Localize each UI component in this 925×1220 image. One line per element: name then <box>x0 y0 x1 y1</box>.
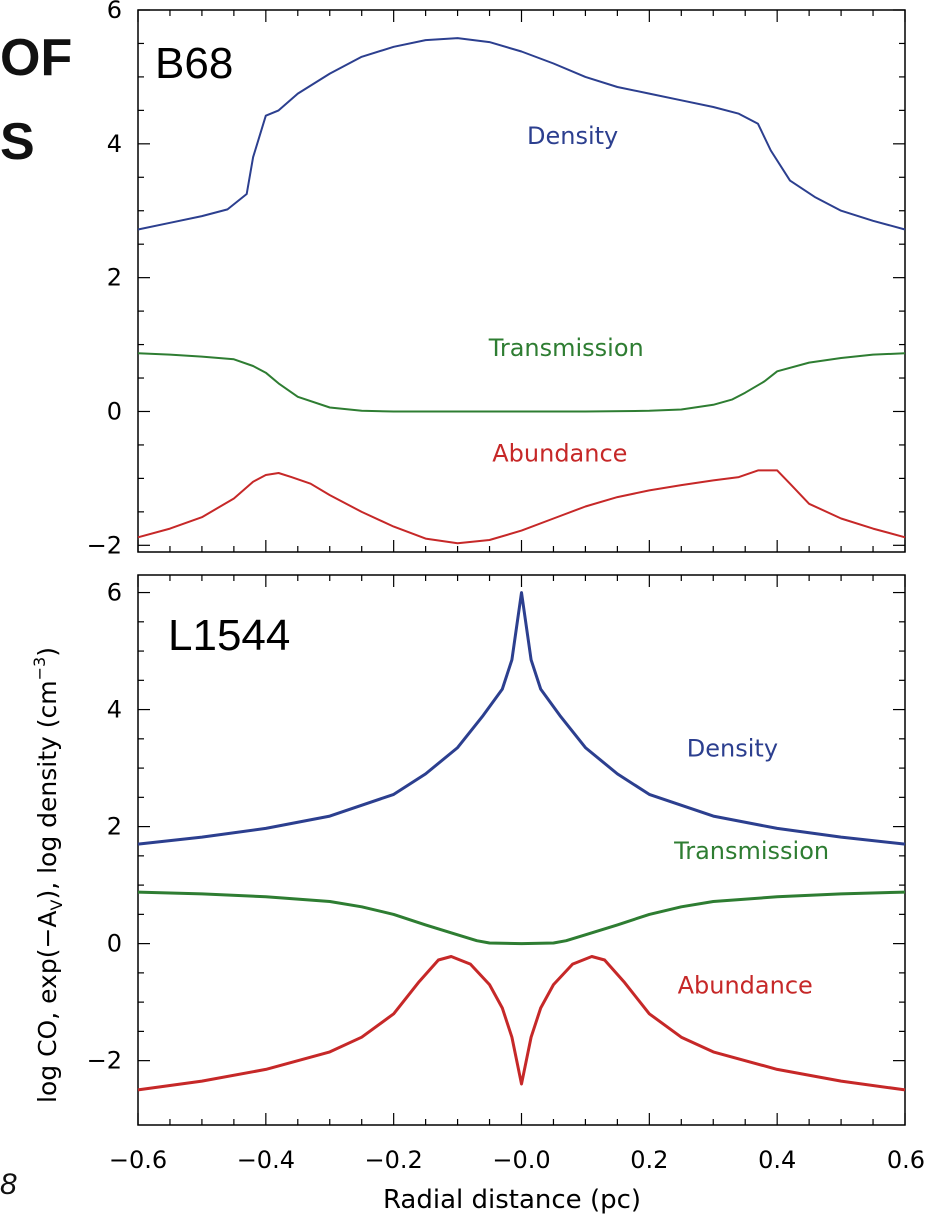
x-tick-label: −0.4 <box>237 1146 295 1174</box>
y-tick-label: 6 <box>107 0 122 24</box>
annotation-transmission: Transmission <box>673 837 829 865</box>
series-abundance-line <box>137 469 906 545</box>
x-tick-label: 0.2 <box>630 1146 668 1174</box>
x-tick-label: −0.2 <box>365 1146 423 1174</box>
x-tick-label: 0.6 <box>887 1146 925 1174</box>
x-tick-label: 0.4 <box>758 1146 796 1174</box>
annotation-transmission: Transmission <box>488 334 644 362</box>
annotation-abundance: Abundance <box>492 440 627 468</box>
panel-label: L1544 <box>168 611 290 660</box>
series-density-line <box>137 37 906 231</box>
y-tick-label: −2 <box>87 1047 122 1075</box>
annotation-abundance: Abundance <box>678 971 813 999</box>
series-density-line <box>137 591 906 846</box>
y-tick-label: 0 <box>107 930 122 958</box>
plot-frame <box>137 9 906 553</box>
y-tick-label: −2 <box>87 531 122 559</box>
x-tick-label: −0.0 <box>492 1146 550 1174</box>
b68-panel: 6 4 2 0 −2 Density Transmission Abundance B68 <box>87 0 906 559</box>
cropped-title-line2: S <box>0 113 35 171</box>
y-tick-label: 6 <box>107 579 122 607</box>
l1544-panel: 6 4 2 0 −2 Density Transmission Abundance L1544 <box>87 574 906 1126</box>
y-tick-label: 2 <box>107 813 122 841</box>
annotation-density: Density <box>527 122 618 150</box>
series-transmission-line <box>137 352 906 413</box>
series-abundance-line <box>137 955 906 1092</box>
cropped-footer-text: 8 <box>0 1168 17 1201</box>
cropped-title-line1: OF <box>0 29 73 87</box>
x-tick-label: −0.6 <box>109 1146 167 1174</box>
annotation-density: Density <box>687 734 778 762</box>
panel-label: B68 <box>155 39 233 88</box>
x-axis-label: Radial distance (pc) <box>383 1185 641 1215</box>
y-tick-label: 0 <box>107 397 122 425</box>
series-transmission-line <box>137 890 906 946</box>
y-axis-label: log CO, exp(−AV), log density (cm−3) <box>30 647 66 1103</box>
x-axis-tick-labels: −0.6 −0.4 −0.2 −0.0 0.2 0.4 0.6 <box>109 1146 925 1174</box>
y-tick-label: 4 <box>107 696 122 724</box>
y-tick-label: 2 <box>107 264 122 292</box>
y-tick-label: 4 <box>107 130 122 158</box>
